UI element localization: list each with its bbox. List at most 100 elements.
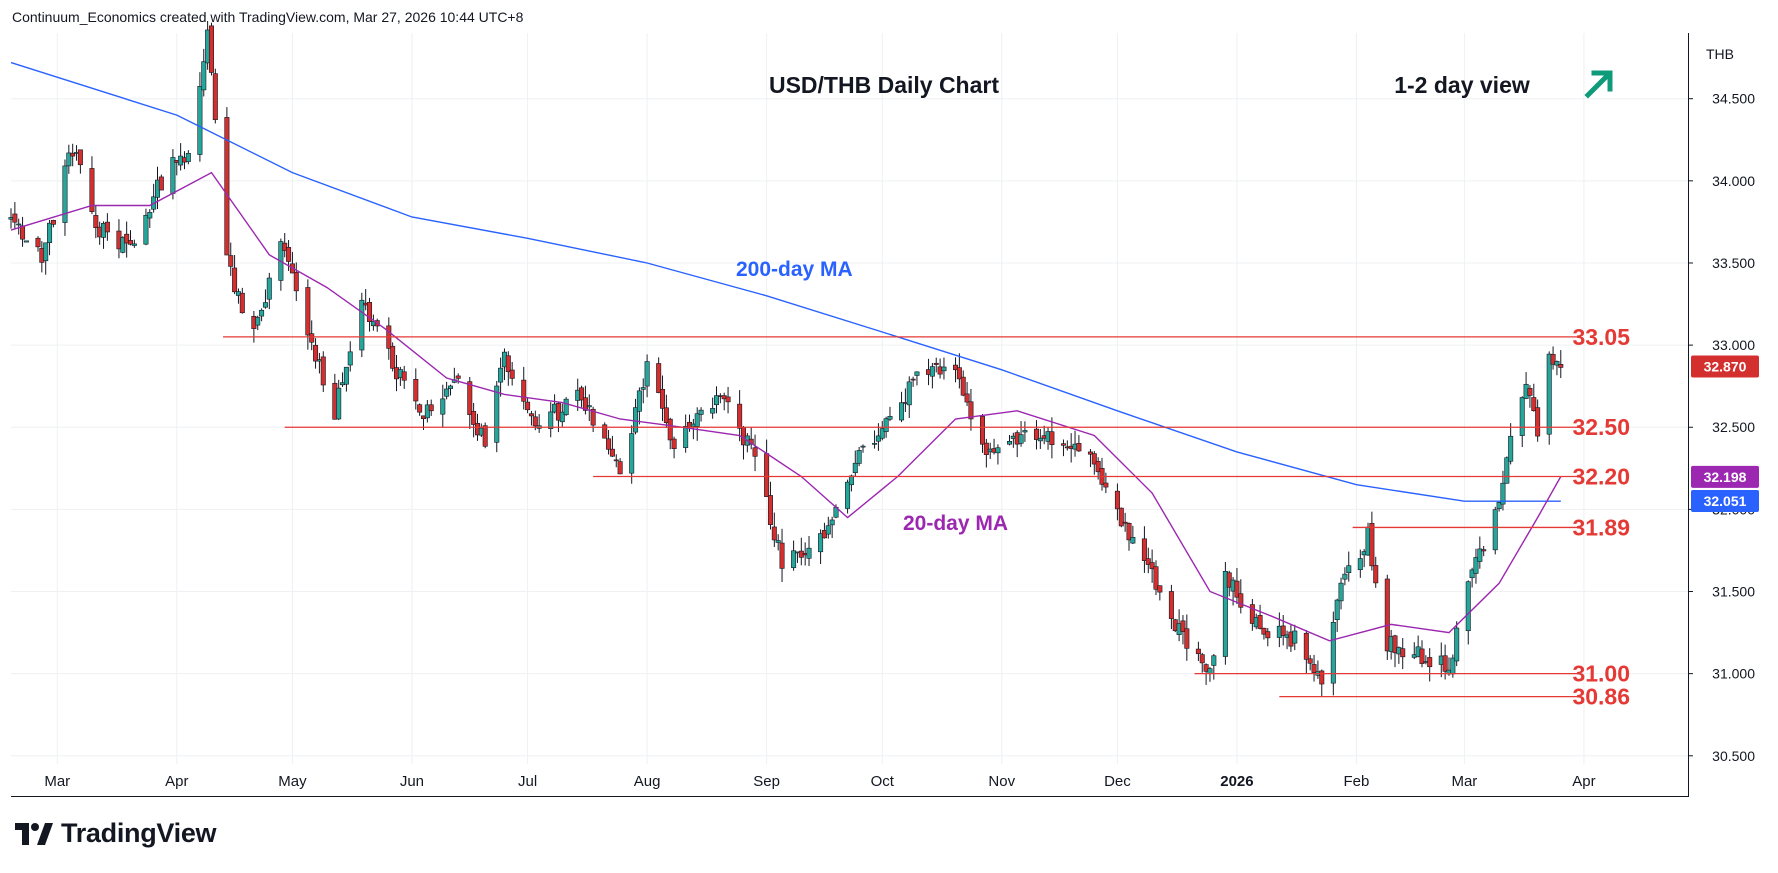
candle-body bbox=[1033, 428, 1039, 440]
level-label: 30.86 bbox=[1572, 684, 1630, 710]
candle-up bbox=[1346, 551, 1352, 582]
candle-up bbox=[829, 516, 835, 538]
x-tick-label: Jun bbox=[400, 773, 424, 790]
candle-body bbox=[185, 153, 191, 162]
candle-body bbox=[845, 481, 851, 509]
candle-body bbox=[1338, 582, 1344, 602]
candle-body bbox=[818, 533, 824, 553]
candle-body bbox=[1141, 538, 1147, 561]
candle-body bbox=[1006, 441, 1012, 445]
candle-body bbox=[1319, 670, 1325, 685]
price-tag-label: 32.870 bbox=[1704, 358, 1747, 374]
candle-up bbox=[1465, 580, 1471, 645]
candle-body bbox=[455, 375, 461, 379]
candle-down bbox=[1257, 604, 1263, 630]
candle-body bbox=[1473, 557, 1479, 574]
candle-down bbox=[1014, 430, 1020, 458]
candle-up bbox=[1018, 421, 1024, 447]
candle-body bbox=[899, 402, 905, 421]
candle-down bbox=[660, 375, 666, 422]
x-tick-label: Mar bbox=[1451, 773, 1477, 790]
candle-down bbox=[293, 262, 299, 302]
candle-body bbox=[47, 222, 53, 243]
candle-body bbox=[367, 302, 373, 323]
candle-down bbox=[1076, 435, 1082, 452]
candle-up bbox=[559, 403, 565, 427]
y-tick-label: 33.500 bbox=[1712, 255, 1755, 271]
candle-body bbox=[120, 237, 126, 253]
price-tag: 32.870 bbox=[1691, 355, 1759, 378]
candle-down bbox=[1095, 457, 1101, 480]
candle-body bbox=[212, 73, 218, 120]
candle-body bbox=[359, 299, 365, 351]
candle-body bbox=[667, 418, 673, 441]
candle-body bbox=[266, 277, 272, 300]
candle-body bbox=[1492, 509, 1498, 551]
candle-body bbox=[1346, 565, 1352, 573]
candle-body bbox=[1303, 632, 1309, 660]
candle-body bbox=[1384, 578, 1390, 652]
candle-up bbox=[1504, 456, 1510, 484]
level-label: 32.20 bbox=[1572, 464, 1630, 490]
plot-area[interactable] bbox=[11, 33, 1689, 797]
y-tick-label: 32.500 bbox=[1712, 419, 1755, 435]
candle-body bbox=[1168, 591, 1174, 619]
candle-down bbox=[525, 398, 531, 414]
candle-body bbox=[343, 366, 349, 385]
candle-up bbox=[629, 425, 635, 484]
candle-down bbox=[910, 376, 916, 387]
candle-down bbox=[305, 279, 311, 350]
candle-body bbox=[1126, 523, 1132, 541]
candle-body bbox=[980, 416, 986, 445]
candle-body bbox=[1550, 354, 1556, 365]
candle-down bbox=[752, 434, 758, 472]
candle-body bbox=[825, 525, 831, 535]
candle-body bbox=[1261, 627, 1267, 635]
candle-up bbox=[131, 239, 137, 248]
candle-body bbox=[239, 292, 245, 314]
candle-body bbox=[228, 255, 234, 267]
candle-down bbox=[1261, 627, 1267, 640]
candle-up bbox=[791, 540, 797, 571]
candle-up bbox=[1338, 577, 1344, 610]
candle-body bbox=[390, 345, 396, 369]
candle-down bbox=[505, 351, 511, 386]
candle-down bbox=[228, 242, 234, 276]
candle-body bbox=[12, 213, 18, 223]
price-tag-box bbox=[1691, 355, 1759, 378]
price-tag: 32.198 bbox=[1691, 465, 1759, 488]
candle-down bbox=[367, 297, 373, 332]
candle-body bbox=[528, 413, 534, 417]
candle-body bbox=[417, 404, 423, 413]
tradingview-logo[interactable]: TradingView bbox=[15, 818, 217, 849]
candle-body bbox=[313, 344, 319, 362]
candle-down bbox=[1087, 449, 1093, 468]
candle-down bbox=[158, 174, 164, 191]
candle-body bbox=[1369, 523, 1375, 567]
candle-body bbox=[1265, 631, 1271, 639]
x-tick-label: Apr bbox=[1572, 773, 1595, 790]
candle-body bbox=[1195, 648, 1201, 655]
candle-up bbox=[899, 391, 905, 423]
candle-body bbox=[521, 379, 527, 402]
view-label: 1-2 day view bbox=[1394, 72, 1530, 98]
candle-up bbox=[143, 208, 149, 246]
candle-up bbox=[66, 144, 72, 174]
moving-averages bbox=[10, 61, 1562, 642]
candle-up bbox=[775, 534, 781, 551]
candle-down bbox=[1419, 640, 1425, 668]
candle-down bbox=[1145, 547, 1151, 574]
candle-up bbox=[16, 218, 22, 235]
candle-body bbox=[77, 149, 83, 166]
candle-body bbox=[1103, 482, 1109, 488]
candle-up bbox=[860, 444, 866, 453]
candle-body bbox=[158, 176, 164, 191]
candle-body bbox=[1496, 502, 1502, 510]
candle-body bbox=[636, 390, 642, 412]
candle-body bbox=[586, 405, 592, 408]
candle-body bbox=[929, 366, 935, 377]
candle-down bbox=[1195, 641, 1201, 662]
candle-up bbox=[43, 242, 49, 275]
candle-body bbox=[16, 223, 22, 226]
